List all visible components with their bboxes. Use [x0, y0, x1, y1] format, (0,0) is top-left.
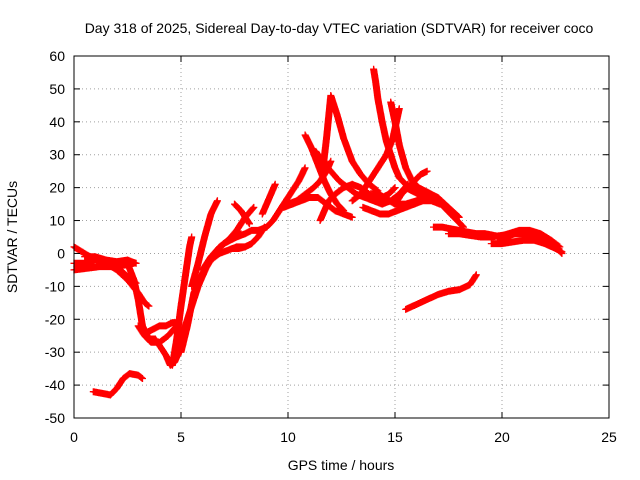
- y-tick-label: 10: [49, 213, 65, 229]
- series-arc18: [263, 164, 309, 231]
- series-markers: [134, 322, 181, 346]
- series-markers: [228, 223, 268, 252]
- plot-frame: [73, 55, 610, 419]
- series-markers: [89, 370, 146, 399]
- series-markers: [81, 253, 140, 267]
- y-tick-label: 20: [49, 180, 65, 196]
- series-arc16: [231, 200, 253, 228]
- y-tick-label: -30: [45, 344, 65, 360]
- series-arc08: [89, 370, 146, 399]
- x-tick-label: 0: [70, 429, 78, 445]
- x-tick-label: 10: [280, 429, 296, 445]
- series-markers: [316, 180, 399, 224]
- data-series: [70, 65, 566, 399]
- series-markers: [402, 184, 467, 231]
- series-arc22: [318, 92, 382, 195]
- series-arc32: [402, 271, 480, 313]
- y-tick-label: -40: [45, 377, 65, 393]
- series-arc27: [348, 105, 403, 205]
- series-markers: [318, 92, 382, 195]
- chart-title: Day 318 of 2025, Sidereal Day-to-day VTE…: [85, 20, 594, 36]
- series-markers: [143, 319, 181, 336]
- series-markers: [472, 230, 515, 241]
- x-tick-label: 25: [601, 429, 617, 445]
- x-tick-label: 20: [494, 429, 510, 445]
- series-markers: [263, 164, 309, 231]
- series-markers: [402, 271, 480, 313]
- series-arc15: [228, 223, 268, 252]
- series-arc12: [188, 197, 221, 290]
- series-arc17: [258, 180, 279, 218]
- y-tick-label: -20: [45, 311, 65, 327]
- y-axis-label: SDTVAR / TECUs: [4, 181, 20, 293]
- series-arc19: [280, 194, 356, 221]
- series-arc31: [402, 184, 467, 231]
- series-markers: [487, 236, 566, 256]
- y-tick-label: 30: [49, 147, 65, 163]
- x-tick-label: 15: [387, 429, 403, 445]
- series-markers: [231, 200, 253, 228]
- series-arc38: [472, 230, 515, 241]
- series-arc06: [134, 322, 181, 346]
- series-arc24: [316, 180, 399, 224]
- x-tick-label: 5: [177, 429, 185, 445]
- series-arc04: [81, 253, 140, 267]
- y-tick-label: 0: [57, 245, 65, 261]
- series-arc35: [487, 236, 566, 256]
- y-tick-label: 40: [49, 114, 65, 130]
- series-markers: [280, 194, 356, 221]
- series-arc07: [143, 319, 181, 336]
- y-tick-label: -10: [45, 278, 65, 294]
- axis-ticks: 0 5 10 15 20 25 -50 -40 -30 -20 -10 0 10 20 30 40 50 60: [45, 48, 617, 445]
- y-tick-label: 50: [49, 81, 65, 97]
- x-axis-label: GPS time / hours: [288, 457, 395, 473]
- series-markers: [348, 105, 403, 205]
- y-tick-label: 60: [49, 48, 65, 64]
- y-tick-label: -50: [45, 410, 65, 426]
- series-markers: [188, 197, 221, 290]
- series-markers: [258, 180, 279, 218]
